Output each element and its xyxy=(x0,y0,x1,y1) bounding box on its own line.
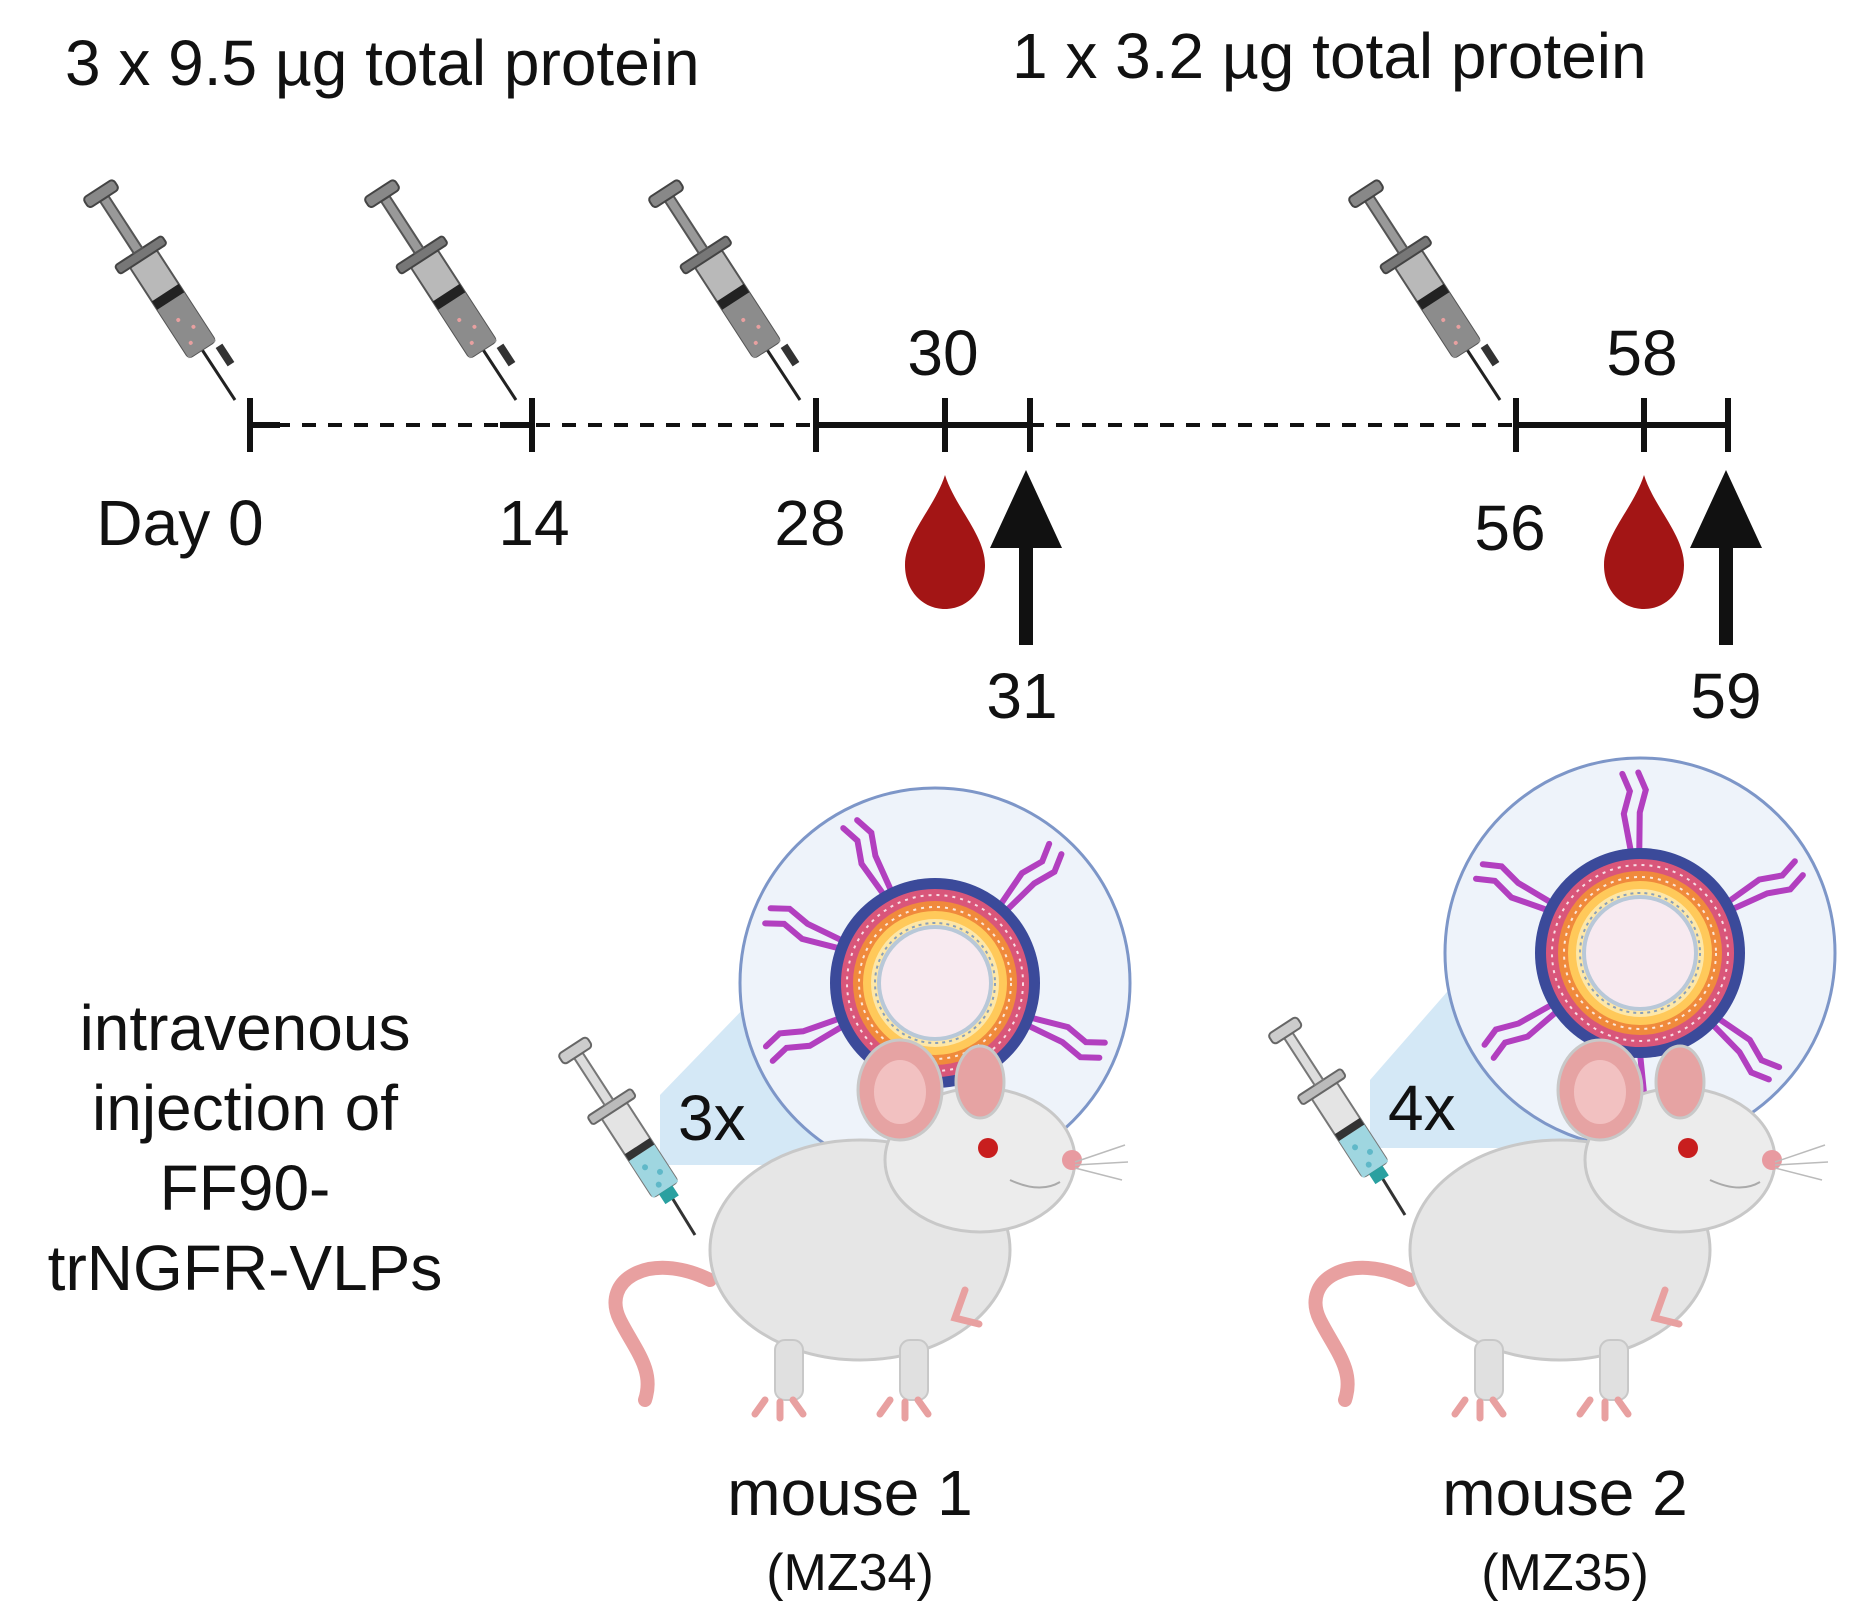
route-line-2: injection of xyxy=(92,1072,398,1144)
mouse-code: (MZ35) xyxy=(1481,1544,1649,1602)
route-line-3: FF90- xyxy=(160,1152,331,1224)
route-line-4: trNGFR-VLPs xyxy=(48,1232,443,1304)
day-0-label: Day 0 xyxy=(96,487,263,559)
timeline xyxy=(247,398,1731,452)
day-30-label: 30 xyxy=(907,317,978,389)
mouse-1-panel: 3x mouse 1 (MZ34) xyxy=(548,786,1130,1602)
up-arrow-icon xyxy=(1690,470,1762,645)
magnification-label: 4x xyxy=(1388,1072,1456,1144)
route-line-1: intravenous xyxy=(80,992,411,1064)
mouse-name: mouse 1 xyxy=(727,1457,972,1529)
syringe-icon xyxy=(353,171,518,402)
day-14-label: 14 xyxy=(498,487,569,559)
mouse-name: mouse 2 xyxy=(1442,1457,1687,1529)
dose-label-prime: 3 x 9.5 µg total protein xyxy=(65,27,700,99)
mouse-code: (MZ34) xyxy=(766,1544,934,1602)
day-56-label: 56 xyxy=(1474,492,1545,564)
magnification-label: 3x xyxy=(678,1082,746,1154)
blood-drop-icon xyxy=(905,475,985,609)
syringe-icon xyxy=(1337,171,1502,402)
syringe-icon xyxy=(72,171,237,402)
day-31-label: 31 xyxy=(986,660,1057,732)
day-59-label: 59 xyxy=(1690,660,1761,732)
day-28-label: 28 xyxy=(774,487,845,559)
syringe-icon xyxy=(637,171,802,402)
blood-drop-icon xyxy=(1604,475,1684,609)
dose-label-boost: 1 x 3.2 µg total protein xyxy=(1012,20,1647,92)
day-58-label: 58 xyxy=(1606,317,1677,389)
up-arrow-icon xyxy=(990,470,1062,645)
mouse-2-panel: 4x mouse 2 (MZ35) xyxy=(1258,756,1837,1602)
